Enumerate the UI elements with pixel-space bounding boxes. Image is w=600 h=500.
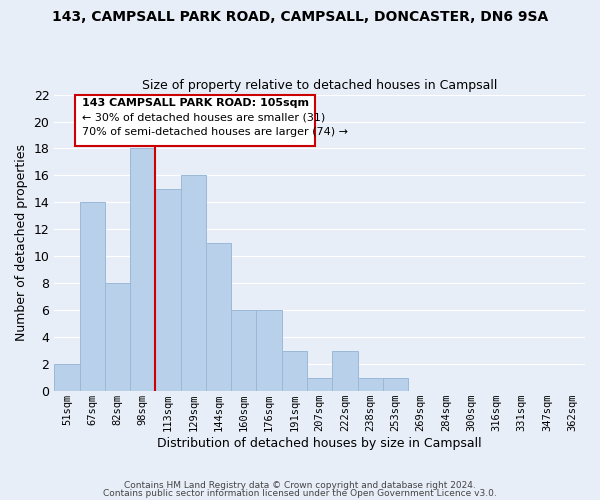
Text: 70% of semi-detached houses are larger (74) →: 70% of semi-detached houses are larger (… — [82, 127, 348, 137]
Title: Size of property relative to detached houses in Campsall: Size of property relative to detached ho… — [142, 79, 497, 92]
Text: Contains public sector information licensed under the Open Government Licence v3: Contains public sector information licen… — [103, 488, 497, 498]
Text: Contains HM Land Registry data © Crown copyright and database right 2024.: Contains HM Land Registry data © Crown c… — [124, 481, 476, 490]
X-axis label: Distribution of detached houses by size in Campsall: Distribution of detached houses by size … — [157, 437, 482, 450]
Text: ← 30% of detached houses are smaller (31): ← 30% of detached houses are smaller (31… — [82, 112, 325, 122]
Bar — [206, 243, 231, 391]
Bar — [80, 202, 105, 391]
Bar — [155, 189, 181, 391]
Bar — [130, 148, 155, 391]
Text: 143 CAMPSALL PARK ROAD: 105sqm: 143 CAMPSALL PARK ROAD: 105sqm — [82, 98, 309, 108]
Bar — [231, 310, 256, 391]
Bar — [358, 378, 383, 391]
Bar — [181, 176, 206, 391]
Bar — [54, 364, 80, 391]
Bar — [105, 284, 130, 391]
Bar — [307, 378, 332, 391]
Bar — [332, 350, 358, 391]
Bar — [282, 350, 307, 391]
Bar — [74, 94, 314, 146]
Bar — [256, 310, 282, 391]
Bar — [383, 378, 408, 391]
Y-axis label: Number of detached properties: Number of detached properties — [15, 144, 28, 342]
Text: 143, CAMPSALL PARK ROAD, CAMPSALL, DONCASTER, DN6 9SA: 143, CAMPSALL PARK ROAD, CAMPSALL, DONCA… — [52, 10, 548, 24]
